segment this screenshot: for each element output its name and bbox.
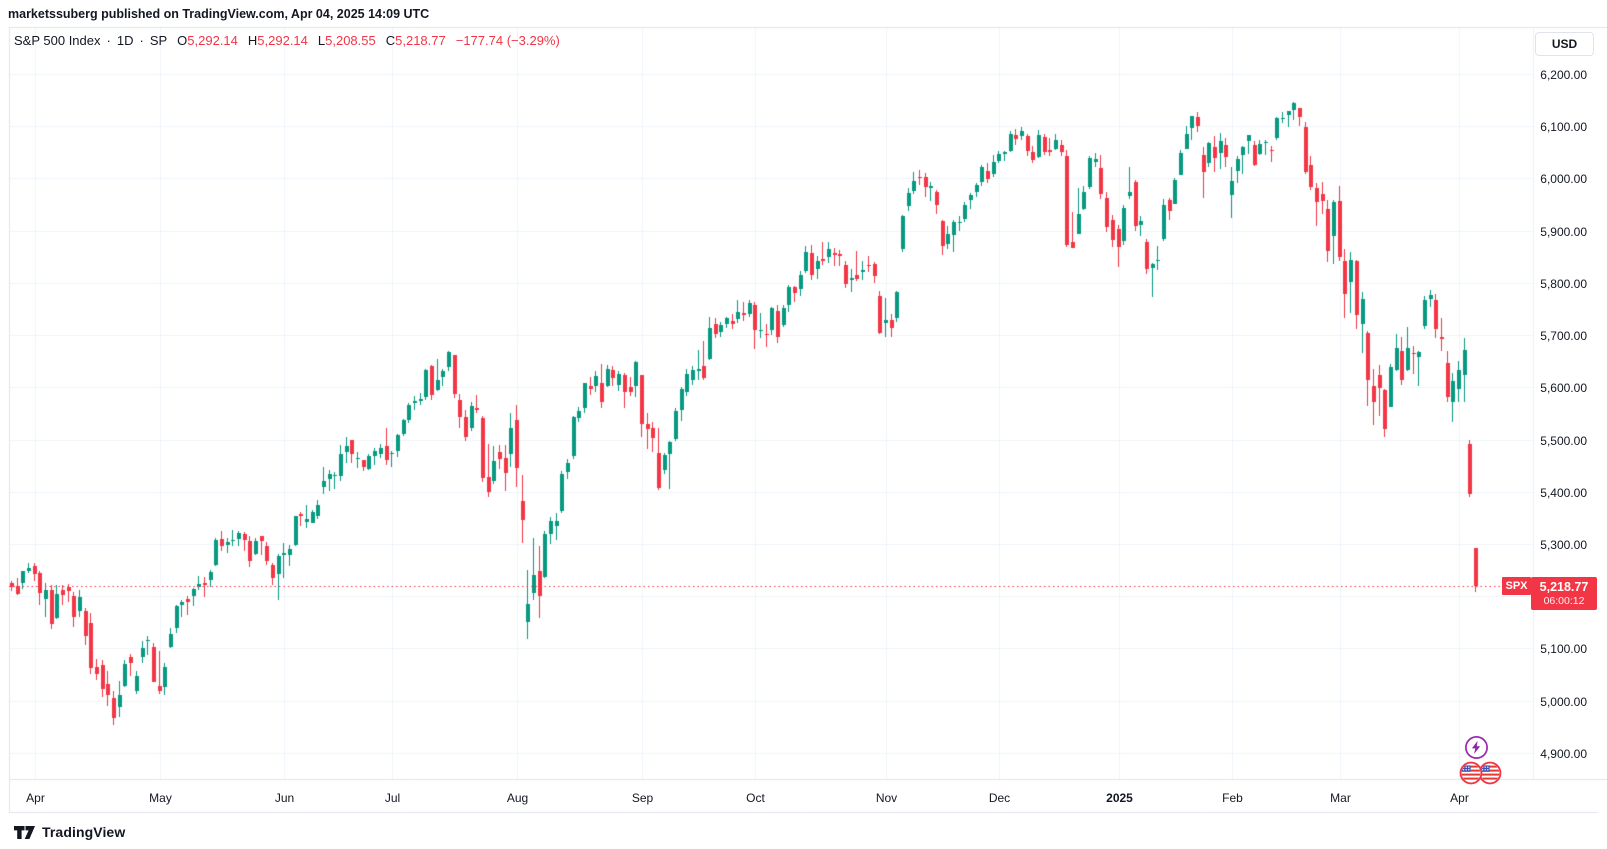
time-tick-label: Oct: [746, 791, 765, 805]
price-tick-label: 5,900.00: [1540, 224, 1587, 239]
time-tick-label: Nov: [875, 791, 898, 805]
price-tick-label: 4,900.00: [1540, 746, 1587, 761]
time-tick-label: 2025: [1106, 791, 1133, 805]
time-tick-label: Apr: [26, 791, 45, 805]
publish-header: marketssuberg published on TradingView.c…: [8, 5, 429, 23]
time-tick-label: Aug: [506, 791, 529, 805]
price-tick-label: 5,700.00: [1540, 328, 1587, 343]
time-tick-label: May: [149, 791, 172, 805]
legend-change: −177.74 (−3.29%): [455, 33, 560, 48]
timeframe-label: 1D: [116, 33, 134, 48]
price-tick-label: 6,000.00: [1540, 171, 1587, 186]
tradingview-brand-text: TradingView: [42, 824, 126, 840]
price-tick-label: 5,000.00: [1540, 694, 1587, 709]
currency-usd-button[interactable]: USD: [1535, 32, 1594, 56]
last-price-label: 5,218.77 06:00:12: [1531, 577, 1597, 610]
economic-event-marker-left[interactable]: [1459, 761, 1483, 785]
price-tick-label: 5,400.00: [1540, 485, 1587, 500]
price-tick-label: 6,100.00: [1540, 119, 1587, 134]
us-flag-icon: [1478, 761, 1502, 785]
price-tick-label: 5,600.00: [1540, 380, 1587, 395]
us-flag-icon: [1459, 761, 1483, 785]
legend-low: L5,208.55: [317, 33, 376, 48]
time-tick-label: Dec: [988, 791, 1011, 805]
lightning-icon: [1465, 736, 1488, 759]
symbol-title: S&P 500 Index: [14, 33, 101, 48]
time-tick-label: Jul: [384, 791, 401, 805]
price-tick-label: 5,800.00: [1540, 276, 1587, 291]
time-tick-label: Sep: [631, 791, 654, 805]
flash-event-marker[interactable]: [1464, 735, 1489, 760]
time-tick-label: Mar: [1330, 791, 1351, 805]
legend-close: C5,218.77: [385, 33, 446, 48]
time-axis[interactable]: Apr May Jun Jul Aug Sep Oct Nov Dec 2025 Feb Mar Apr: [9, 779, 1607, 812]
exchange-label: SP: [149, 33, 168, 48]
price-tick-label: 5,100.00: [1540, 641, 1587, 656]
last-price-value: 5,218.77: [1539, 580, 1589, 594]
price-tick-label: 5,500.00: [1540, 433, 1587, 448]
last-price-symbol-chip: SPX: [1502, 577, 1531, 595]
time-tick-label: Jun: [274, 791, 295, 805]
price-axis[interactable]: 6,200.00 6,100.00 6,000.00 5,900.00 5,800.00…: [1533, 27, 1607, 779]
legend-open: O5,292.14: [177, 33, 238, 48]
session-countdown: 06:00:12: [1543, 595, 1585, 607]
legend-separator: ·: [106, 33, 111, 48]
time-tick-label: Feb: [1222, 791, 1243, 805]
legend-separator: ·: [139, 33, 144, 48]
time-tick-label: Apr: [1450, 791, 1469, 805]
tradingview-logo-icon: [14, 825, 35, 839]
tradingview-brand-link[interactable]: TradingView: [14, 822, 125, 842]
chart-legend: S&P 500 Index · 1D · SP O5,292.14 H5,292…: [14, 32, 560, 50]
publish-header-text: marketssuberg published on TradingView.c…: [8, 7, 430, 21]
economic-event-marker-right[interactable]: [1478, 761, 1502, 785]
price-tick-label: 5,300.00: [1540, 537, 1587, 552]
legend-high: H5,292.14: [247, 33, 308, 48]
price-tick-label: 6,200.00: [1540, 67, 1587, 82]
